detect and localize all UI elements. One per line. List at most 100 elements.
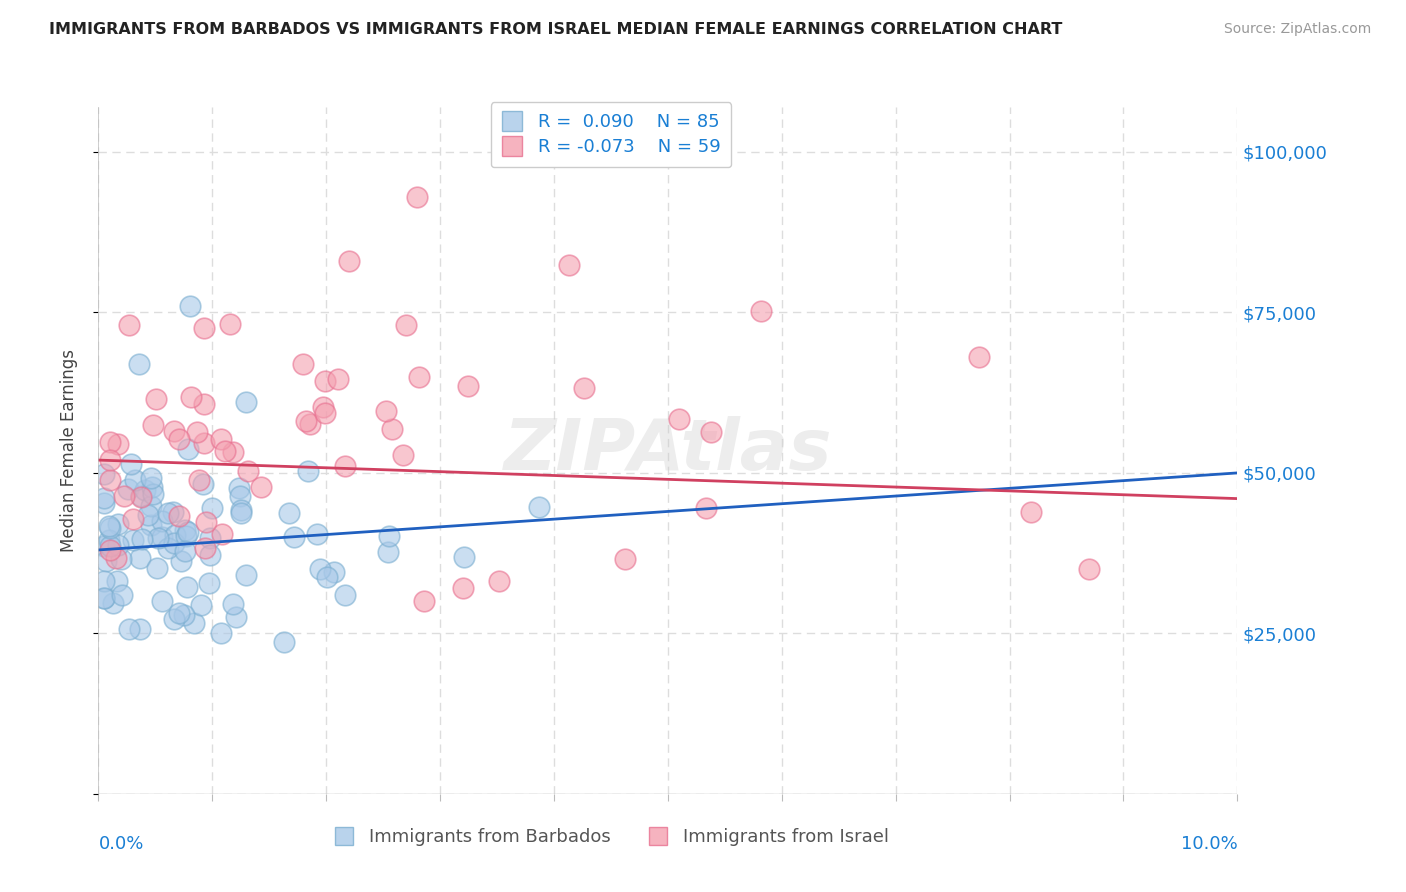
Point	[93, 540, 115, 554]
Point	[235, 568, 257, 582]
Point	[186, 425, 208, 439]
Point	[406, 190, 429, 204]
Point	[614, 552, 637, 566]
Text: 0.0%: 0.0%	[98, 835, 143, 853]
Point	[751, 304, 773, 318]
Point	[128, 550, 150, 565]
Point	[93, 491, 115, 505]
Point	[408, 369, 430, 384]
Point	[98, 473, 121, 487]
Point	[298, 417, 321, 431]
Point	[378, 529, 401, 543]
Point	[235, 395, 257, 409]
Point	[309, 562, 332, 576]
Point	[326, 371, 349, 385]
Point	[453, 549, 475, 564]
Point	[117, 482, 139, 496]
Point	[312, 400, 335, 414]
Point	[104, 551, 127, 566]
Point	[214, 444, 236, 458]
Point	[107, 538, 129, 552]
Point	[167, 508, 190, 523]
Point	[157, 506, 180, 520]
Y-axis label: Median Female Earnings: Median Female Earnings	[59, 349, 77, 552]
Point	[142, 417, 165, 432]
Point	[488, 574, 510, 588]
Point	[572, 381, 595, 395]
Point	[209, 626, 232, 640]
Point	[229, 489, 252, 503]
Point	[173, 608, 195, 623]
Point	[122, 512, 145, 526]
Point	[1019, 505, 1042, 519]
Point	[249, 480, 271, 494]
Point	[110, 551, 132, 566]
Point	[134, 483, 156, 498]
Text: Source: ZipAtlas.com: Source: ZipAtlas.com	[1223, 22, 1371, 37]
Point	[163, 528, 186, 542]
Point	[273, 634, 295, 648]
Point	[229, 503, 252, 517]
Point	[188, 473, 211, 487]
Point	[98, 452, 121, 467]
Point	[295, 414, 318, 428]
Point	[141, 480, 163, 494]
Point	[668, 412, 690, 426]
Point	[337, 254, 360, 268]
Point	[333, 459, 356, 474]
Point	[333, 588, 356, 602]
Point	[156, 541, 179, 556]
Point	[231, 506, 253, 520]
Point	[162, 536, 184, 550]
Point	[198, 576, 221, 591]
Point	[93, 496, 115, 510]
Point	[236, 464, 259, 478]
Point	[136, 508, 159, 523]
Point	[93, 591, 115, 605]
Point	[93, 574, 115, 589]
Point	[162, 505, 184, 519]
Point	[98, 542, 121, 557]
Point	[177, 442, 200, 456]
Point	[209, 432, 232, 446]
Point	[105, 574, 128, 589]
Point	[139, 471, 162, 485]
Text: IMMIGRANTS FROM BARBADOS VS IMMIGRANTS FROM ISRAEL MEDIAN FEMALE EARNINGS CORREL: IMMIGRANTS FROM BARBADOS VS IMMIGRANTS F…	[49, 22, 1063, 37]
Point	[193, 477, 215, 491]
Point	[193, 321, 215, 335]
Point	[451, 582, 474, 596]
Point	[163, 612, 186, 626]
Point	[323, 566, 346, 580]
Point	[139, 517, 162, 532]
Point	[225, 610, 247, 624]
Point	[124, 473, 146, 487]
Point	[167, 432, 190, 446]
Point	[131, 532, 153, 546]
Point	[174, 523, 197, 537]
Legend: Immigrants from Barbados, Immigrants from Israel: Immigrants from Barbados, Immigrants fro…	[326, 822, 896, 854]
Point	[180, 390, 202, 404]
Point	[193, 435, 215, 450]
Point	[457, 379, 479, 393]
Point	[177, 524, 200, 539]
Point	[129, 490, 152, 504]
Point	[145, 392, 167, 406]
Point	[179, 299, 201, 313]
Point	[700, 425, 723, 440]
Point	[98, 435, 121, 450]
Point	[292, 357, 315, 371]
Point	[222, 444, 245, 458]
Point	[107, 437, 129, 451]
Point	[150, 530, 173, 544]
Point	[100, 539, 122, 553]
Point	[381, 422, 404, 436]
Point	[183, 615, 205, 630]
Point	[228, 481, 250, 495]
Point	[150, 594, 173, 608]
Point	[307, 527, 329, 541]
Point	[122, 533, 145, 547]
Text: ZIPAtlas: ZIPAtlas	[503, 416, 832, 485]
Point	[145, 561, 167, 575]
Point	[173, 544, 195, 558]
Point	[112, 489, 135, 503]
